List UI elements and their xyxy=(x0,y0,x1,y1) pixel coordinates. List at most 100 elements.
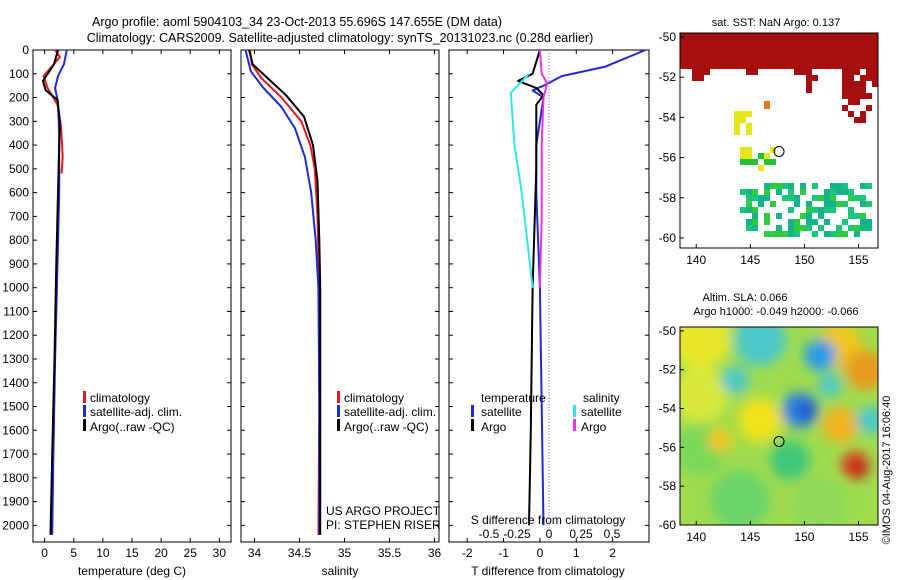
x-tick-label: 0 xyxy=(41,546,48,560)
legend-label-climatology: climatology xyxy=(344,391,404,405)
sla-map-ticks: 140 145 150 155 -50 -52 -54 -56 -58 -60 xyxy=(659,324,869,544)
difference-top-xlabel: S difference from climatology xyxy=(471,513,626,527)
sst-cell xyxy=(866,105,872,111)
sst-cell xyxy=(746,159,752,165)
sst-cell xyxy=(704,69,710,75)
sst-cell xyxy=(746,189,752,195)
x-tick-label: 145 xyxy=(740,530,760,544)
sst-cell xyxy=(860,117,866,123)
sst-cell xyxy=(806,69,812,75)
sst-cell xyxy=(824,231,830,237)
sst-cell xyxy=(698,51,704,57)
sst-cell xyxy=(836,51,842,57)
x-tick-label: 5 xyxy=(70,546,77,560)
sst-cell xyxy=(698,33,704,39)
sst-cell xyxy=(764,57,770,63)
sst-cell xyxy=(824,63,830,69)
sst-cell xyxy=(848,207,854,213)
sst-cell xyxy=(854,39,860,45)
difference-series-lines xyxy=(509,49,646,526)
x-tick-label: 155 xyxy=(849,253,869,267)
sst-cell xyxy=(872,39,878,45)
sst-cell xyxy=(866,57,872,63)
sla-blob xyxy=(738,398,782,442)
sst-cell xyxy=(860,111,866,117)
sst-cell xyxy=(818,45,824,51)
sst-cell xyxy=(692,57,698,63)
sst-cell xyxy=(752,33,758,39)
sst-cell xyxy=(866,75,872,81)
sst-cell xyxy=(830,231,836,237)
sst-cell xyxy=(782,63,788,69)
sst-cell xyxy=(848,63,854,69)
sst-cell xyxy=(746,123,752,129)
sst-cell xyxy=(800,183,806,189)
legend-label-temp-argo: Argo xyxy=(481,420,507,434)
sst-cell xyxy=(836,189,842,195)
sst-cell xyxy=(692,45,698,51)
sst-cell xyxy=(734,123,740,129)
sst-cell xyxy=(770,57,776,63)
sst-cell xyxy=(698,45,704,51)
sla-map-frame xyxy=(679,326,879,526)
sst-cell xyxy=(686,57,692,63)
top-tick-label: 0.5 xyxy=(604,527,621,541)
sst-cell xyxy=(716,57,722,63)
sst-cell xyxy=(788,183,794,189)
legend-label-satellite: satellite-adj. clim. xyxy=(90,405,182,419)
x-tick-label: 15 xyxy=(125,546,139,560)
sst-cell xyxy=(854,117,860,123)
sla-blob xyxy=(770,440,810,480)
sst-cell xyxy=(752,195,758,201)
sst-cell xyxy=(842,81,848,87)
sla-map-title: Altim. SLA: 0.066 xyxy=(703,292,788,304)
sst-cell xyxy=(746,39,752,45)
sst-cell xyxy=(752,207,758,213)
sst-cell xyxy=(746,63,752,69)
sst-cell xyxy=(764,101,770,109)
sst-cell xyxy=(716,33,722,39)
sst-cell xyxy=(794,201,800,207)
sst-cell xyxy=(794,63,800,69)
sst-cell xyxy=(812,195,818,201)
sst-cell xyxy=(824,57,830,63)
sst-cell xyxy=(842,51,848,57)
sst-cell xyxy=(776,225,782,231)
sst-cell xyxy=(752,45,758,51)
sst-cell xyxy=(746,57,752,63)
sst-cell xyxy=(842,45,848,51)
sst-cell xyxy=(872,45,878,51)
sst-cell xyxy=(746,195,752,201)
top-tick-label: 0.25 xyxy=(569,527,593,541)
x-tick-label: 36 xyxy=(428,546,442,560)
top-tick-label: -0.25 xyxy=(503,527,531,541)
sst-cell xyxy=(866,69,872,75)
sst-cell xyxy=(866,45,872,51)
top-tick-label: 0 xyxy=(546,527,553,541)
sst-cell xyxy=(800,33,806,39)
sst-cell xyxy=(788,225,794,231)
salinity-xlabel: salinity xyxy=(322,564,359,578)
series-line xyxy=(248,49,322,535)
sst-cell xyxy=(866,183,872,189)
sst-cell xyxy=(764,153,770,159)
sst-cell xyxy=(752,189,758,195)
sst-cell xyxy=(812,39,818,45)
sst-cell xyxy=(764,195,770,201)
sst-cell xyxy=(764,189,770,195)
sst-cell xyxy=(764,39,770,45)
sst-cell xyxy=(848,81,854,87)
sst-cell xyxy=(854,69,860,75)
sst-cell xyxy=(854,231,860,237)
x-tick-label: 1 xyxy=(573,546,580,560)
sst-cell xyxy=(812,219,818,225)
sst-cell xyxy=(740,45,746,51)
sst-cell xyxy=(740,189,746,195)
sst-cell xyxy=(860,45,866,51)
x-tick-label: 34 xyxy=(248,546,262,560)
x-tick-label: 20 xyxy=(154,546,168,560)
sst-cell xyxy=(830,189,836,195)
sst-cell xyxy=(746,69,752,75)
sst-cell xyxy=(854,57,860,63)
